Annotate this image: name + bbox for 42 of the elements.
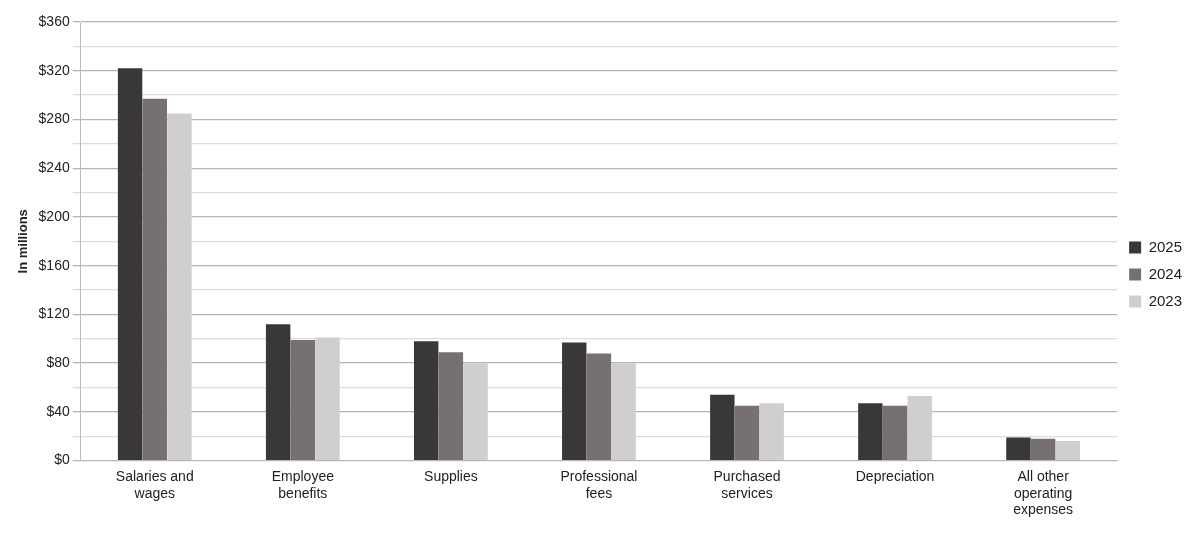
bar xyxy=(1006,437,1031,460)
y-tick-label: $120 xyxy=(38,305,70,322)
x-tick-label: Salaries and wages xyxy=(115,467,194,501)
bar xyxy=(463,363,488,460)
x-tick-label: All other operating expenses xyxy=(1013,467,1074,518)
x-tick-label: Supplies xyxy=(424,467,478,484)
bar xyxy=(611,363,636,460)
legend-label: 2023 xyxy=(1148,291,1183,309)
y-tick-label: $360 xyxy=(38,12,70,29)
x-tick-label: Depreciation xyxy=(855,467,935,484)
bar xyxy=(734,405,760,460)
y-axis-title: In millions xyxy=(15,209,31,274)
legend-label: 2024 xyxy=(1148,264,1183,282)
bar xyxy=(882,405,908,460)
y-tick-label: $240 xyxy=(38,159,70,176)
y-tick-label: $0 xyxy=(54,451,70,468)
bar xyxy=(167,113,192,460)
bar xyxy=(438,352,464,460)
bar xyxy=(290,339,316,460)
y-tick-label: $40 xyxy=(46,402,70,419)
x-tick-label: Professional fees xyxy=(560,467,638,501)
bar xyxy=(710,394,735,460)
y-tick-label: $160 xyxy=(38,256,70,273)
y-tick-label: $80 xyxy=(46,353,70,370)
bar xyxy=(413,341,439,460)
bar xyxy=(315,337,340,460)
bar xyxy=(142,98,167,460)
bar xyxy=(1030,438,1056,460)
bar xyxy=(759,403,784,460)
bar xyxy=(586,353,612,460)
x-tick-label: Employee benefits xyxy=(271,467,335,501)
bar xyxy=(265,324,291,460)
y-tick-label: $280 xyxy=(38,110,70,127)
bar xyxy=(907,396,932,460)
x-tick-label: Purchased services xyxy=(713,467,781,501)
bar xyxy=(858,403,883,460)
y-tick-label: $320 xyxy=(38,61,70,78)
bar xyxy=(117,68,143,460)
bar xyxy=(1055,441,1080,460)
bar xyxy=(562,342,587,460)
y-tick-label: $200 xyxy=(38,207,70,224)
legend-label: 2025 xyxy=(1148,237,1183,255)
